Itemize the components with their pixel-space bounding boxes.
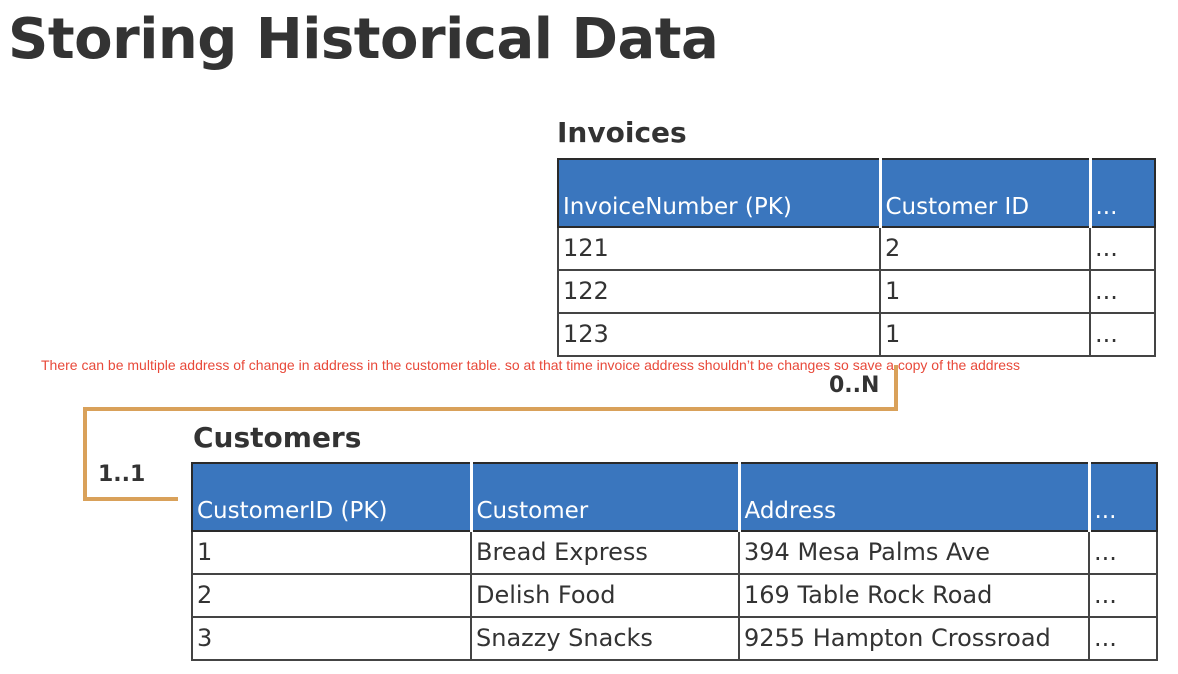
invoices-header-more: ...: [1088, 158, 1156, 228]
customer-name-cell: Snazzy Snacks: [470, 616, 740, 661]
customer-name-cell: Delish Food: [470, 573, 740, 618]
customer-id-cell: 1: [191, 530, 472, 575]
customers-header-customer-id: CustomerID (PK): [191, 462, 472, 532]
more-cell: ...: [1088, 530, 1158, 575]
page-title: Storing Historical Data: [8, 7, 719, 72]
table-row: 2 Delish Food 169 Table Rock Road ...: [191, 573, 1158, 618]
table-row: 121 2 ...: [557, 226, 1156, 271]
table-row: 3 Snazzy Snacks 9255 Hampton Crossroad .…: [191, 616, 1158, 661]
table-row: 122 1 ...: [557, 269, 1156, 314]
annotation-note: There can be multiple address of change …: [41, 357, 1021, 373]
invoices-header-invoice-number: InvoiceNumber (PK): [557, 158, 881, 228]
invoices-header-customer-id: Customer ID: [878, 158, 1091, 228]
invoices-table: InvoiceNumber (PK) Customer ID ... 121 2…: [557, 158, 1156, 357]
customer-name-cell: Bread Express: [470, 530, 740, 575]
relationship-line: [83, 365, 898, 501]
invoices-cardinality-label: 0..N: [829, 373, 880, 398]
customer-id-cell: 3: [191, 616, 472, 661]
more-cell: ...: [1088, 573, 1158, 618]
more-cell: ...: [1089, 226, 1156, 271]
customers-table-title: Customers: [193, 421, 362, 454]
address-cell: 169 Table Rock Road: [738, 573, 1090, 618]
customers-header-row: CustomerID (PK) Customer Address ...: [191, 462, 1158, 532]
customers-header-customer: Customer: [469, 462, 740, 532]
customers-cardinality-label: 1..1: [98, 462, 146, 487]
customers-header-more: ...: [1087, 462, 1158, 532]
address-cell: 9255 Hampton Crossroad: [738, 616, 1090, 661]
customer-id-cell: 1: [879, 269, 1091, 314]
table-row: 123 1 ...: [557, 312, 1156, 357]
invoice-number-cell: 123: [557, 312, 881, 357]
customers-table: CustomerID (PK) Customer Address ... 1 B…: [191, 462, 1158, 661]
invoice-number-cell: 122: [557, 269, 881, 314]
invoice-number-cell: 121: [557, 226, 881, 271]
customer-id-cell: 2: [191, 573, 472, 618]
table-row: 1 Bread Express 394 Mesa Palms Ave ...: [191, 530, 1158, 575]
customer-id-cell: 2: [879, 226, 1091, 271]
more-cell: ...: [1089, 269, 1156, 314]
customers-header-address: Address: [737, 462, 1090, 532]
more-cell: ...: [1088, 616, 1158, 661]
more-cell: ...: [1089, 312, 1156, 357]
customer-id-cell: 1: [879, 312, 1091, 357]
invoices-table-title: Invoices: [557, 116, 687, 149]
invoices-header-row: InvoiceNumber (PK) Customer ID ...: [557, 158, 1156, 228]
address-cell: 394 Mesa Palms Ave: [738, 530, 1090, 575]
